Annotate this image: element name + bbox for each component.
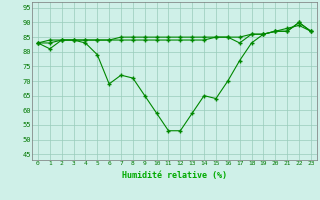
X-axis label: Humidité relative (%): Humidité relative (%) <box>122 171 227 180</box>
